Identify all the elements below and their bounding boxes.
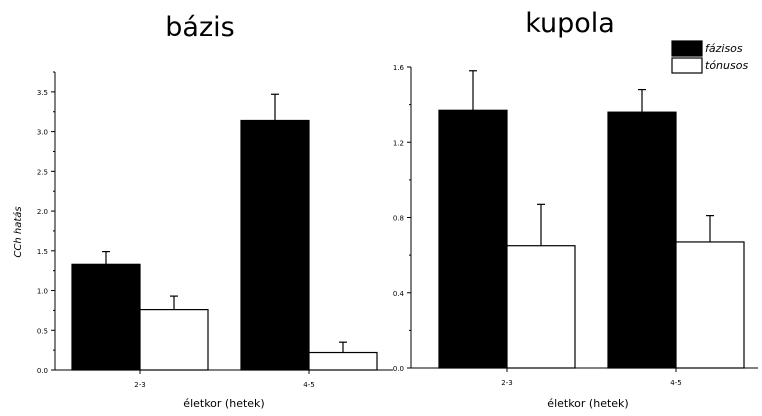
x-axis-label: életkor (hetek) (547, 397, 628, 410)
bar-tónusos-2-3 (506, 245, 576, 369)
chart-panel-1: kupola 0.0 0.4 0.8 1.2 1.6 2-3 4-5 életkor (hete… (393, 8, 758, 410)
y-tick-label: 2.5 (37, 168, 48, 176)
x-tick-label: 2-3 (134, 381, 145, 389)
y-tick-label: 0.4 (393, 290, 405, 298)
y-axis-label: CCh hatás (12, 206, 24, 257)
legend-label-tónusos: tónusos (705, 59, 748, 72)
chart-legend: fázisos tónusos (671, 40, 748, 74)
y-tick-label: 1.5 (37, 248, 48, 256)
bar-fázisos-4-5 (240, 119, 310, 371)
bar-fázisos-2-3 (71, 263, 141, 371)
legend-label-fázisos: fázisos (705, 42, 743, 55)
x-tick-label: 2-3 (501, 379, 512, 387)
y-tick-label: 0.5 (37, 327, 48, 335)
y-tick-label: 1.2 (393, 139, 404, 147)
x-tick-label: 4-5 (303, 381, 314, 389)
chart-title: kupola (525, 8, 615, 39)
x-axis-label: életkor (hetek) (183, 397, 264, 410)
y-tick-label: 2.0 (37, 208, 48, 216)
bar-fázisos-4-5 (607, 111, 677, 369)
bar-fázisos-2-3 (438, 109, 508, 369)
chart-panel-0: bázis 0.0 0.5 1.0 1.5 2.0 2.5 3.0 3.5 2-3 4-5 életk… (12, 12, 393, 410)
bar-tónusos-4-5 (308, 351, 378, 371)
legend-swatch-tónusos (671, 57, 703, 74)
y-tick-label: 0.0 (37, 367, 48, 375)
y-tick-label: 1.0 (37, 288, 48, 296)
x-tick-label: 4-5 (670, 379, 681, 387)
legend-swatch-fázisos (671, 40, 703, 57)
y-tick-label: 3.5 (37, 89, 48, 97)
y-tick-label: 3.0 (37, 129, 48, 137)
chart-title: bázis (165, 12, 234, 43)
y-tick-label: 0.0 (393, 365, 404, 373)
y-tick-label: 0.8 (393, 215, 404, 223)
y-tick-label: 1.6 (393, 64, 405, 72)
bar-tónusos-2-3 (139, 309, 209, 371)
bar-tónusos-4-5 (675, 241, 745, 369)
